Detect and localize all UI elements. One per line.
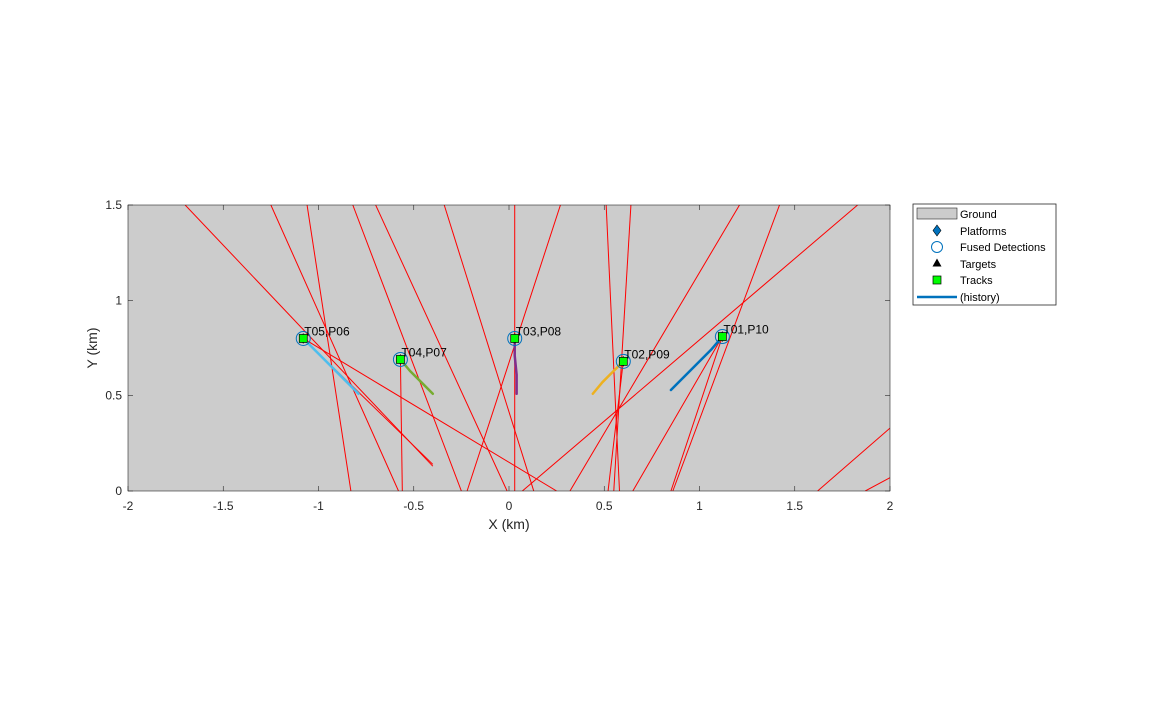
x-tick-label: 1.5 xyxy=(786,499,803,513)
fused-detection-marker xyxy=(295,330,311,346)
legend: Ground Platforms Fused Detections Target… xyxy=(912,203,1057,306)
y-axis-ticks: 0 0.5 1 1.5 xyxy=(105,198,890,498)
track-history xyxy=(669,335,724,392)
legend-entry-targets: Targets xyxy=(960,259,997,271)
legend-platform-icon xyxy=(932,224,942,237)
legend-fused-detection-icon xyxy=(931,241,943,253)
ground-area xyxy=(128,205,890,491)
line-of-sight xyxy=(306,205,352,491)
axes: T01,P10 T02,P09 T03,P08 T04,P07 T05,P06 -2 -1… xyxy=(84,198,894,532)
line-of-sight xyxy=(375,205,508,491)
track-label: T05,P06 xyxy=(304,324,350,338)
y-tick-label: 0 xyxy=(115,484,122,498)
track-marker xyxy=(618,356,628,366)
x-tick-label: 0.5 xyxy=(596,499,613,513)
line-of-sight xyxy=(670,336,723,491)
line-of-sight xyxy=(270,205,399,491)
line-of-sight xyxy=(613,205,632,491)
legend-entry-platforms: Platforms xyxy=(960,226,1007,238)
legend-entry-fused-detections: Fused Detections xyxy=(960,242,1046,254)
legend-track-icon xyxy=(932,275,942,285)
line-of-sight xyxy=(607,361,624,491)
x-tick-label: -0.5 xyxy=(403,499,424,513)
track-history xyxy=(302,337,360,396)
line-of-sight xyxy=(443,205,535,491)
lines-of-sight xyxy=(184,205,890,491)
line-of-sight xyxy=(632,336,723,491)
line-of-sight xyxy=(399,359,403,491)
legend-entry-tracks: Tracks xyxy=(960,275,993,287)
fused-detection-marker xyxy=(392,351,408,367)
line-of-sight xyxy=(303,338,557,491)
x-tick-label: 0 xyxy=(506,499,513,513)
track-marker xyxy=(298,334,308,343)
track-marker xyxy=(510,334,520,343)
x-tick-label: -1 xyxy=(313,499,324,513)
legend-box xyxy=(912,203,1057,306)
track-history xyxy=(513,337,518,396)
line-of-sight xyxy=(672,205,780,491)
x-tick-label: -2 xyxy=(123,499,134,513)
fused-detection-marker xyxy=(507,330,523,346)
x-axis-label: X (km) xyxy=(488,516,529,532)
y-tick-label: 1.5 xyxy=(105,198,122,212)
track-label: T03,P08 xyxy=(516,324,562,338)
line-of-sight xyxy=(864,477,890,491)
y-tick-label: 1 xyxy=(115,293,122,307)
line-of-sight xyxy=(569,205,740,491)
y-tick-label: 0.5 xyxy=(105,389,122,403)
legend-entry-history: (history) xyxy=(960,292,1000,304)
legend-target-icon xyxy=(932,258,942,267)
fused-detection-marker xyxy=(615,353,631,369)
line-of-sight xyxy=(605,205,620,491)
track-label: T01,P10 xyxy=(723,323,769,337)
x-axis-ticks: -2 -1.5 -1 -0.5 0 0.5 1 1.5 2 xyxy=(123,205,894,513)
x-tick-label: -1.5 xyxy=(213,499,234,513)
line-of-sight xyxy=(352,205,462,491)
line-of-sight xyxy=(184,205,434,467)
legend-ground-swatch xyxy=(916,207,958,220)
track-marker xyxy=(396,355,405,364)
y-axis-label: Y (km) xyxy=(84,328,100,369)
line-of-sight xyxy=(817,427,890,491)
fused-detection-marker xyxy=(714,329,730,345)
legend-entry-ground: Ground xyxy=(960,209,997,221)
x-tick-label: 1 xyxy=(696,499,703,513)
track-label: T02,P09 xyxy=(624,347,670,361)
track-label: T04,P07 xyxy=(401,345,447,359)
line-of-sight xyxy=(522,205,858,491)
track-markers: T01,P10 T02,P09 T03,P08 T04,P07 T05,P06 xyxy=(295,323,769,369)
track-marker xyxy=(718,332,727,341)
x-tick-label: 2 xyxy=(887,499,894,513)
